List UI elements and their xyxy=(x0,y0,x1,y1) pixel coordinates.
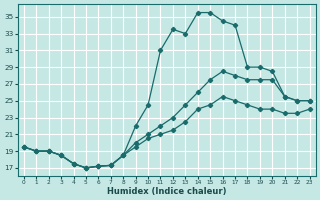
X-axis label: Humidex (Indice chaleur): Humidex (Indice chaleur) xyxy=(107,187,227,196)
